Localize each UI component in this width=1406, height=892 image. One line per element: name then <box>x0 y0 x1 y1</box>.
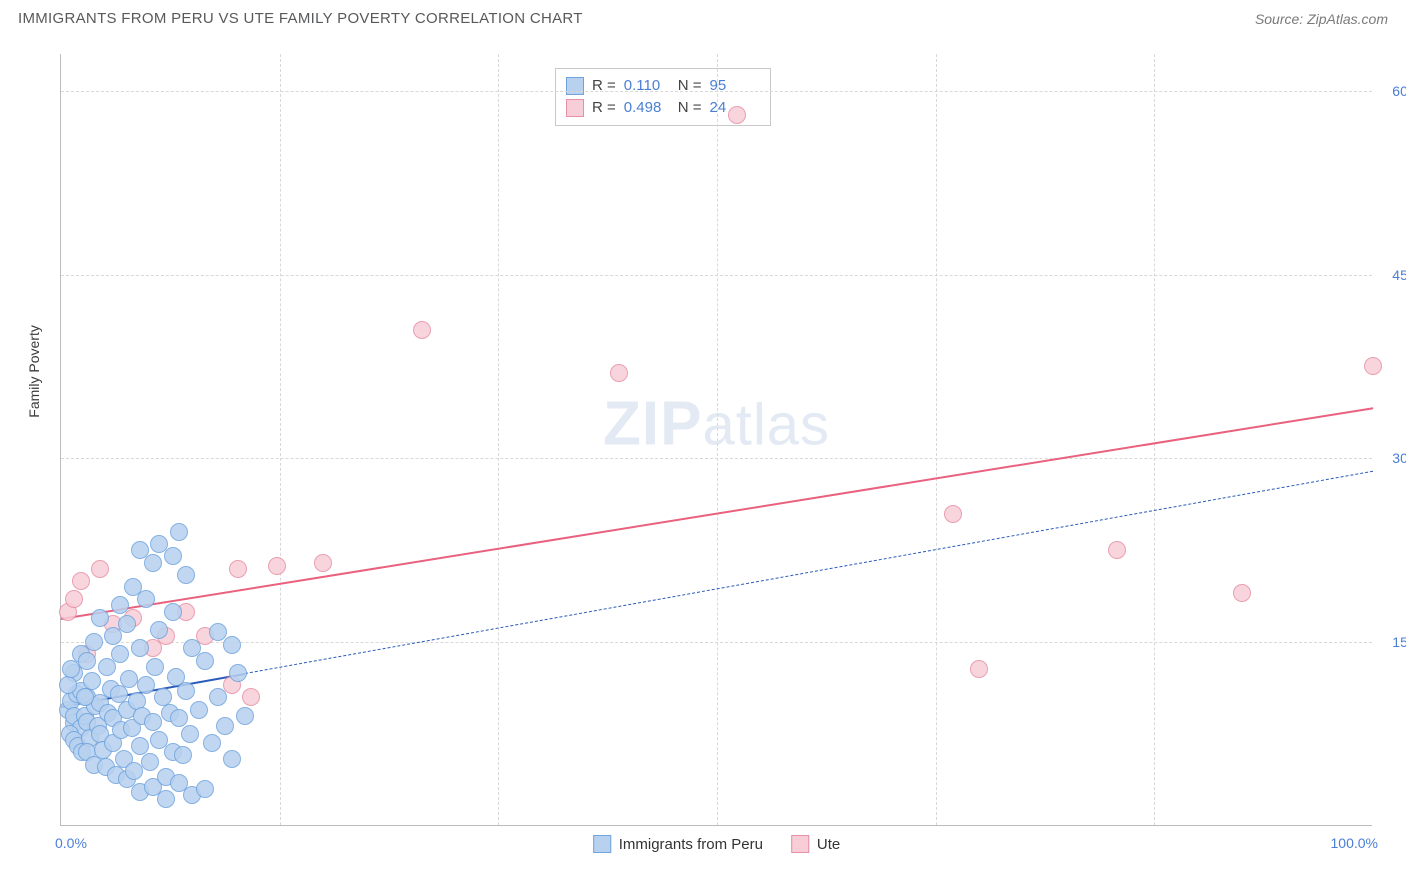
scatter-point <box>59 676 77 694</box>
scatter-point <box>120 670 138 688</box>
scatter-point <box>174 746 192 764</box>
scatter-point <box>76 688 94 706</box>
scatter-point <box>65 590 83 608</box>
scatter-point <box>144 713 162 731</box>
scatter-point <box>177 566 195 584</box>
scatter-point <box>72 572 90 590</box>
legend-swatch-series1 <box>566 77 584 95</box>
scatter-point <box>78 652 96 670</box>
legend-r-label: R = <box>592 75 616 97</box>
watermark-rest: atlas <box>702 393 830 458</box>
scatter-point <box>137 590 155 608</box>
scatter-point <box>223 636 241 654</box>
scatter-point <box>164 547 182 565</box>
scatter-point <box>62 660 80 678</box>
legend-row-series1: R = 0.110 N = 95 <box>566 75 756 97</box>
scatter-point <box>131 541 149 559</box>
bottom-legend-label-series2: Ute <box>817 836 840 853</box>
scatter-point <box>1108 541 1126 559</box>
scatter-point <box>131 737 149 755</box>
scatter-point <box>170 709 188 727</box>
gridline-vertical <box>1154 54 1155 825</box>
chart-container: Family Poverty ZIPatlas R = 0.110 N = 95… <box>18 44 1388 884</box>
scatter-point <box>970 660 988 678</box>
scatter-point <box>242 688 260 706</box>
gridline-vertical <box>280 54 281 825</box>
scatter-point <box>1364 357 1382 375</box>
legend-swatch-series1 <box>593 835 611 853</box>
scatter-point <box>203 734 221 752</box>
gridline-vertical <box>498 54 499 825</box>
scatter-point <box>223 750 241 768</box>
scatter-point <box>164 603 182 621</box>
scatter-point <box>268 557 286 575</box>
scatter-point <box>610 364 628 382</box>
scatter-point <box>190 701 208 719</box>
plot-area: ZIPatlas R = 0.110 N = 95 R = 0.498 N = … <box>60 54 1372 826</box>
gridline-vertical <box>936 54 937 825</box>
scatter-point <box>170 523 188 541</box>
scatter-point <box>141 753 159 771</box>
watermark-zip: ZIP <box>603 390 702 459</box>
scatter-point <box>413 321 431 339</box>
chart-title: IMMIGRANTS FROM PERU VS UTE FAMILY POVER… <box>18 10 583 27</box>
scatter-point <box>314 554 332 572</box>
legend-r-label: R = <box>592 97 616 119</box>
bottom-legend: Immigrants from Peru Ute <box>593 835 841 853</box>
source-attribution: Source: ZipAtlas.com <box>1255 11 1388 27</box>
bottom-legend-series1: Immigrants from Peru <box>593 835 763 853</box>
legend-swatch-series2 <box>791 835 809 853</box>
scatter-point <box>85 633 103 651</box>
legend-n-label: N = <box>678 97 702 119</box>
bottom-legend-label-series1: Immigrants from Peru <box>619 836 763 853</box>
scatter-point <box>236 707 254 725</box>
x-tick-label: 100.0% <box>1331 835 1378 851</box>
scatter-point <box>1233 584 1251 602</box>
scatter-point <box>728 106 746 124</box>
scatter-point <box>91 609 109 627</box>
scatter-point <box>111 596 129 614</box>
scatter-point <box>944 505 962 523</box>
scatter-point <box>196 652 214 670</box>
scatter-point <box>196 780 214 798</box>
bottom-legend-series2: Ute <box>791 835 840 853</box>
scatter-point <box>144 554 162 572</box>
y-tick-label: 15.0% <box>1377 634 1406 650</box>
y-tick-label: 60.0% <box>1377 83 1406 99</box>
legend-n-label: N = <box>678 75 702 97</box>
x-tick-label: 0.0% <box>55 835 87 851</box>
scatter-point <box>177 682 195 700</box>
scatter-point <box>137 676 155 694</box>
scatter-point <box>229 560 247 578</box>
scatter-point <box>111 645 129 663</box>
scatter-point <box>157 790 175 808</box>
y-tick-label: 30.0% <box>1377 450 1406 466</box>
scatter-point <box>118 615 136 633</box>
scatter-point <box>229 664 247 682</box>
scatter-point <box>131 639 149 657</box>
scatter-point <box>91 560 109 578</box>
y-axis-label: Family Poverty <box>26 325 42 418</box>
y-tick-label: 45.0% <box>1377 267 1406 283</box>
scatter-point <box>181 725 199 743</box>
trend-line <box>245 471 1373 674</box>
scatter-point <box>146 658 164 676</box>
scatter-point <box>209 688 227 706</box>
scatter-point <box>124 578 142 596</box>
legend-swatch-series2 <box>566 99 584 117</box>
legend-r-value-series2: 0.498 <box>624 97 670 119</box>
scatter-point <box>150 621 168 639</box>
gridline-vertical <box>717 54 718 825</box>
legend-r-value-series1: 0.110 <box>624 75 670 97</box>
scatter-point <box>216 717 234 735</box>
